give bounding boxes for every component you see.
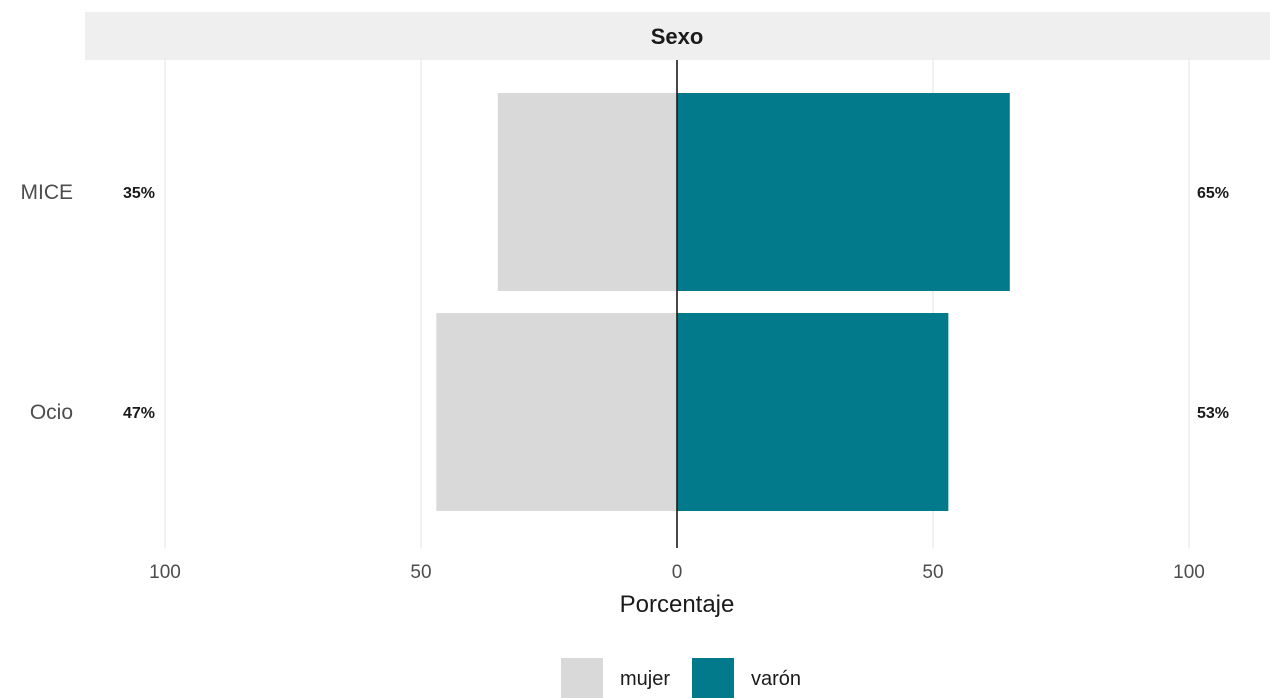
x-tick-label: 100 bbox=[1173, 562, 1205, 583]
pct-label-mujer-ocio: 47% bbox=[123, 405, 155, 422]
legend-label-varón: varón bbox=[751, 668, 801, 690]
pct-label-mujer-mice: 35% bbox=[123, 185, 155, 202]
percentage-labels: 35% 65% 47% 53% bbox=[123, 185, 1229, 422]
legend-swatch-varón bbox=[692, 658, 734, 698]
facet-strip-background bbox=[85, 12, 1270, 60]
category-label: Ocio bbox=[30, 401, 73, 424]
bar-mujer-ocio bbox=[436, 313, 677, 511]
bar-mujer-mice bbox=[497, 93, 677, 291]
pct-label-varón-mice: 65% bbox=[1197, 185, 1229, 202]
facet-title: Sexo bbox=[651, 24, 704, 49]
x-tick-label: 50 bbox=[922, 562, 943, 583]
x-tick-labels: 100 50 0 50 100 bbox=[149, 562, 1205, 583]
legend-label-mujer: mujer bbox=[620, 668, 670, 690]
legend-swatch-mujer bbox=[561, 658, 603, 698]
bar-varón-mice bbox=[677, 93, 1010, 291]
category-labels: MICE Ocio bbox=[21, 181, 74, 424]
facet-strip: Sexo bbox=[85, 12, 1270, 60]
x-tick-label: 50 bbox=[410, 562, 431, 583]
bar-varón-ocio bbox=[677, 313, 949, 511]
x-axis-title: Porcentaje bbox=[620, 591, 735, 618]
x-tick-label: 0 bbox=[672, 562, 683, 583]
legend: mujer varón bbox=[561, 658, 801, 698]
bars bbox=[436, 93, 1010, 511]
pct-label-varón-ocio: 53% bbox=[1197, 405, 1229, 422]
x-tick-label: 100 bbox=[149, 562, 181, 583]
category-label: MICE bbox=[21, 181, 74, 204]
